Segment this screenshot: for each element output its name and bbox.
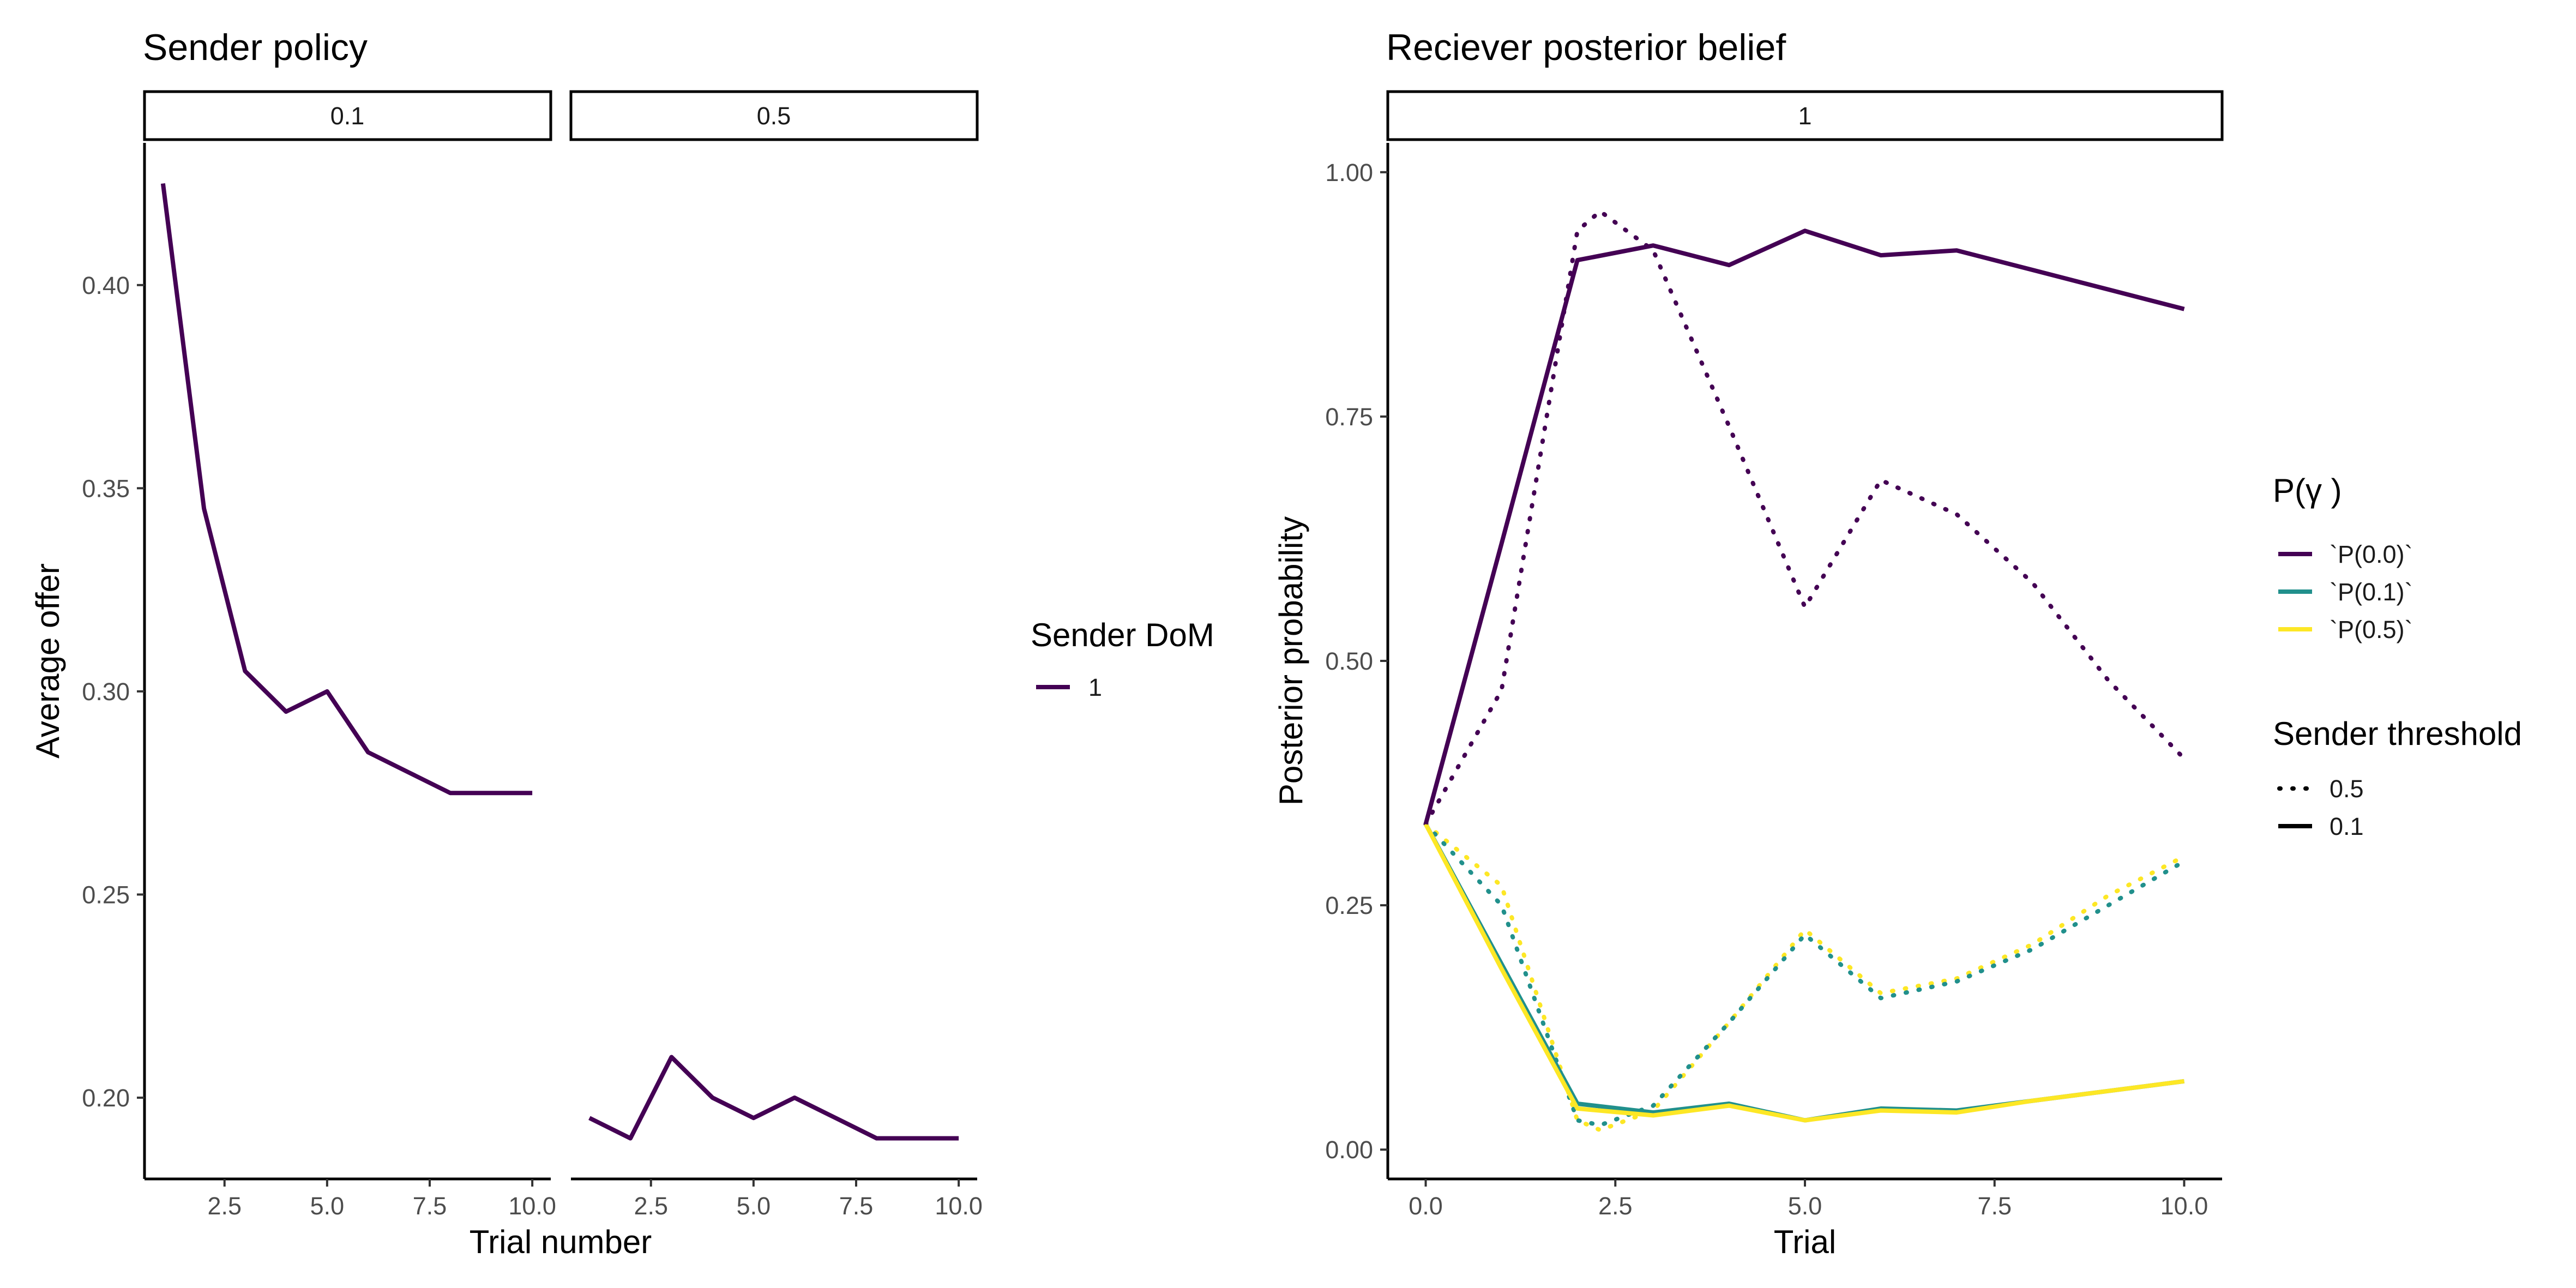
legend-label: 1 (1088, 673, 1102, 701)
series-line (1423, 823, 2185, 1123)
legend-label: `P(0.1)` (2330, 578, 2413, 606)
y-tick-label: 0.00 (1325, 1136, 1373, 1164)
x-tick-label: 10.0 (508, 1192, 556, 1220)
legend-label: 0.1 (2330, 812, 2364, 840)
chart-title: Reciever posterior belief (1386, 27, 1786, 68)
sender-policy-chart: Sender policy 0.1 0.5 0.20 0.25 0.30 0.3… (29, 27, 1214, 1260)
x-axis-ticks: 0.0 2.5 5.0 7.5 10.0 (1409, 1179, 2208, 1220)
x-tick-label: 2.5 (207, 1192, 242, 1220)
series-line (1423, 822, 2187, 1133)
legend: Sender threshold 0.5 0.1 (2273, 715, 2522, 840)
legend-label: `P(0.0)` (2330, 540, 2413, 568)
x-tick-label: 2.5 (634, 1192, 668, 1220)
y-tick-label: 0.20 (82, 1084, 130, 1112)
y-tick-label: 0.25 (82, 881, 130, 908)
legend-title: Sender threshold (2273, 715, 2522, 752)
y-tick-label: 0.30 (82, 678, 130, 706)
legend-title: P(γ ) (2273, 472, 2342, 509)
legend: Sender DoM 1 (1031, 617, 1214, 701)
series-line (160, 183, 533, 796)
x-tick-label: 2.5 (1598, 1192, 1633, 1220)
x-axis-ticks: 2.5 5.0 7.5 10.0 (207, 1179, 556, 1220)
series-line (1423, 822, 2187, 1128)
y-tick-label: 0.40 (82, 272, 130, 299)
y-tick-label: 0.25 (1325, 892, 1373, 919)
x-tick-label: 10.0 (2160, 1192, 2208, 1220)
x-axis-title: Trial number (470, 1224, 652, 1260)
x-tick-label: 0.0 (1409, 1192, 1443, 1220)
x-tick-label: 10.0 (935, 1192, 983, 1220)
y-axis-ticks: 0.20 0.25 0.30 0.35 0.40 (82, 272, 145, 1112)
x-axis-title: Trial (1774, 1224, 1836, 1260)
facet-strip-label: 1 (1798, 102, 1811, 130)
y-axis-title: Average offer (29, 563, 66, 759)
receiver-posterior-chart: Reciever posterior belief 1 0.00 0.25 0.… (1273, 27, 2522, 1260)
y-tick-label: 1.00 (1325, 159, 1373, 186)
series-line (588, 1055, 959, 1141)
y-axis-title: Posterior probability (1273, 516, 1309, 805)
legend-title: Sender DoM (1031, 617, 1214, 653)
facet-strip: 1 (1386, 90, 2224, 141)
facet-strip-label: 0.1 (330, 102, 365, 130)
x-tick-label: 5.0 (1788, 1192, 1822, 1220)
facet-strip-label: 0.5 (757, 102, 791, 130)
facet-strip: 0.1 (143, 90, 552, 141)
x-tick-label: 5.0 (310, 1192, 345, 1220)
facet-strip: 0.5 (569, 90, 979, 141)
legend-label: 0.5 (2330, 775, 2364, 803)
series-line (1423, 228, 2185, 825)
y-tick-label: 0.50 (1325, 647, 1373, 675)
series-line (1423, 209, 2187, 827)
x-tick-label: 7.5 (1977, 1192, 2012, 1220)
legend: P(γ ) `P(0.0)` `P(0.1)` `P(0.5)` (2273, 472, 2413, 643)
y-axis-ticks: 0.00 0.25 0.50 0.75 1.00 (1325, 159, 1388, 1164)
series-line (1423, 823, 2185, 1123)
x-tick-label: 5.0 (737, 1192, 771, 1220)
y-tick-label: 0.75 (1325, 403, 1373, 431)
legend-label: `P(0.5)` (2330, 616, 2413, 643)
y-tick-label: 0.35 (82, 474, 130, 502)
x-axis-ticks: 2.5 5.0 7.5 10.0 (634, 1179, 983, 1220)
x-tick-label: 7.5 (413, 1192, 447, 1220)
chart-title: Sender policy (143, 27, 368, 68)
x-tick-label: 7.5 (839, 1192, 874, 1220)
